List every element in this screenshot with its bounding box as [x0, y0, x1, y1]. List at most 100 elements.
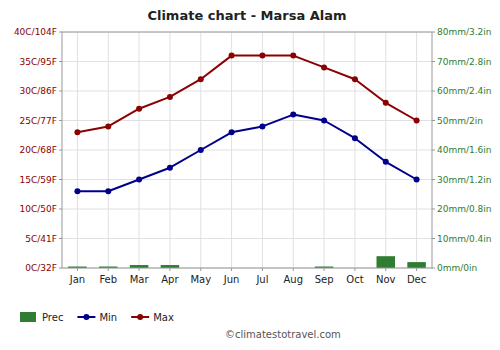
point [259, 123, 265, 129]
line [77, 115, 416, 192]
annotation: ©climatestotravel.com [225, 329, 341, 340]
y2-tick-label: 80mm/3.2in [437, 27, 492, 37]
point [74, 129, 80, 135]
grid-line [77, 32, 78, 268]
tick [432, 91, 435, 92]
legend-label: Min [99, 312, 117, 323]
y2-tick-label: 10mm/0.4in [437, 234, 492, 244]
y2-tick-label: 50mm/2in [437, 116, 483, 126]
bar [407, 262, 426, 268]
point [352, 135, 358, 141]
x-tick-label: Oct [346, 274, 363, 285]
grid-line [62, 209, 432, 210]
grid-line [385, 32, 386, 268]
grid-line [354, 32, 355, 268]
tick [432, 238, 435, 239]
y-tick-label: 15C/59F [20, 175, 57, 185]
tick [59, 209, 62, 210]
point [198, 147, 204, 153]
grid [62, 32, 432, 268]
tick [231, 268, 232, 271]
x-tick-label: Jul [255, 274, 268, 285]
tick [59, 91, 62, 92]
tick [293, 268, 294, 271]
y-tick-label: 30C/86F [20, 86, 57, 96]
plot-frame [62, 32, 432, 268]
tick [59, 268, 62, 269]
point [167, 165, 173, 171]
bar [377, 256, 396, 268]
grid-line [62, 61, 432, 62]
grid-line [108, 32, 109, 268]
y2-tick-label: 40mm/1.6in [437, 145, 492, 155]
tick [432, 268, 435, 269]
y-tick-label: 40C/104F [14, 27, 57, 37]
point [414, 118, 420, 124]
grid-line [62, 179, 432, 180]
tick [432, 61, 435, 62]
marks [68, 53, 426, 268]
grid-line [169, 32, 170, 268]
point [321, 64, 327, 70]
y-tick-label: 35C/95F [20, 57, 57, 67]
point [290, 112, 296, 118]
background [0, 0, 500, 350]
grid-line [62, 238, 432, 239]
tick [432, 179, 435, 180]
point [383, 100, 389, 106]
chart: Climate chart - Marsa Alam0C/32F5C/41F10… [0, 0, 500, 350]
title: Climate chart - Marsa Alam [147, 8, 346, 23]
grid-line [231, 32, 232, 268]
point [198, 76, 204, 82]
x-tick-label: Aug [283, 274, 303, 285]
tick [59, 179, 62, 180]
point [383, 159, 389, 165]
y2-tick-label: 0mm/0in [437, 263, 477, 273]
y2-tick-label: 20mm/0.8in [437, 204, 492, 214]
point [105, 123, 111, 129]
point [229, 129, 235, 135]
legend-swatch [83, 314, 89, 320]
tick [108, 268, 109, 271]
y-tick-label: 20C/68F [20, 145, 57, 155]
tick [59, 32, 62, 33]
y2-tick-label: 60mm/2.4in [437, 86, 492, 96]
tick [354, 268, 355, 271]
grid-line [62, 150, 432, 151]
point [136, 177, 142, 183]
tick [324, 268, 325, 271]
legend-label: Prec [42, 312, 63, 323]
legend-label: Max [153, 312, 174, 323]
point [105, 188, 111, 194]
tick [385, 268, 386, 271]
point [167, 94, 173, 100]
x-tick-label: May [190, 274, 211, 285]
tick [432, 120, 435, 121]
x-tick-label: Apr [161, 274, 179, 285]
tick [432, 150, 435, 151]
point [74, 188, 80, 194]
tick [59, 120, 62, 121]
legend-swatch [137, 314, 143, 320]
y-tick-label: 0C/32F [25, 263, 57, 273]
tick [169, 268, 170, 271]
tick [59, 150, 62, 151]
x-tick-label: Feb [99, 274, 117, 285]
grid-line [293, 32, 294, 268]
y2-tick-label: 30mm/1.2in [437, 175, 492, 185]
tick [59, 238, 62, 239]
grid-line [139, 32, 140, 268]
grid-line [416, 32, 417, 268]
tick [59, 61, 62, 62]
point [229, 53, 235, 59]
y-tick-label: 10C/50F [20, 204, 57, 214]
legend-swatch [20, 312, 36, 322]
point [352, 76, 358, 82]
y2-tick-label: 70mm/2.8in [437, 57, 492, 67]
tick [432, 209, 435, 210]
x-tick-label: Nov [376, 274, 396, 285]
tick [416, 268, 417, 271]
grid-line [62, 91, 432, 92]
x-tick-label: Dec [407, 274, 426, 285]
tick [262, 268, 263, 271]
